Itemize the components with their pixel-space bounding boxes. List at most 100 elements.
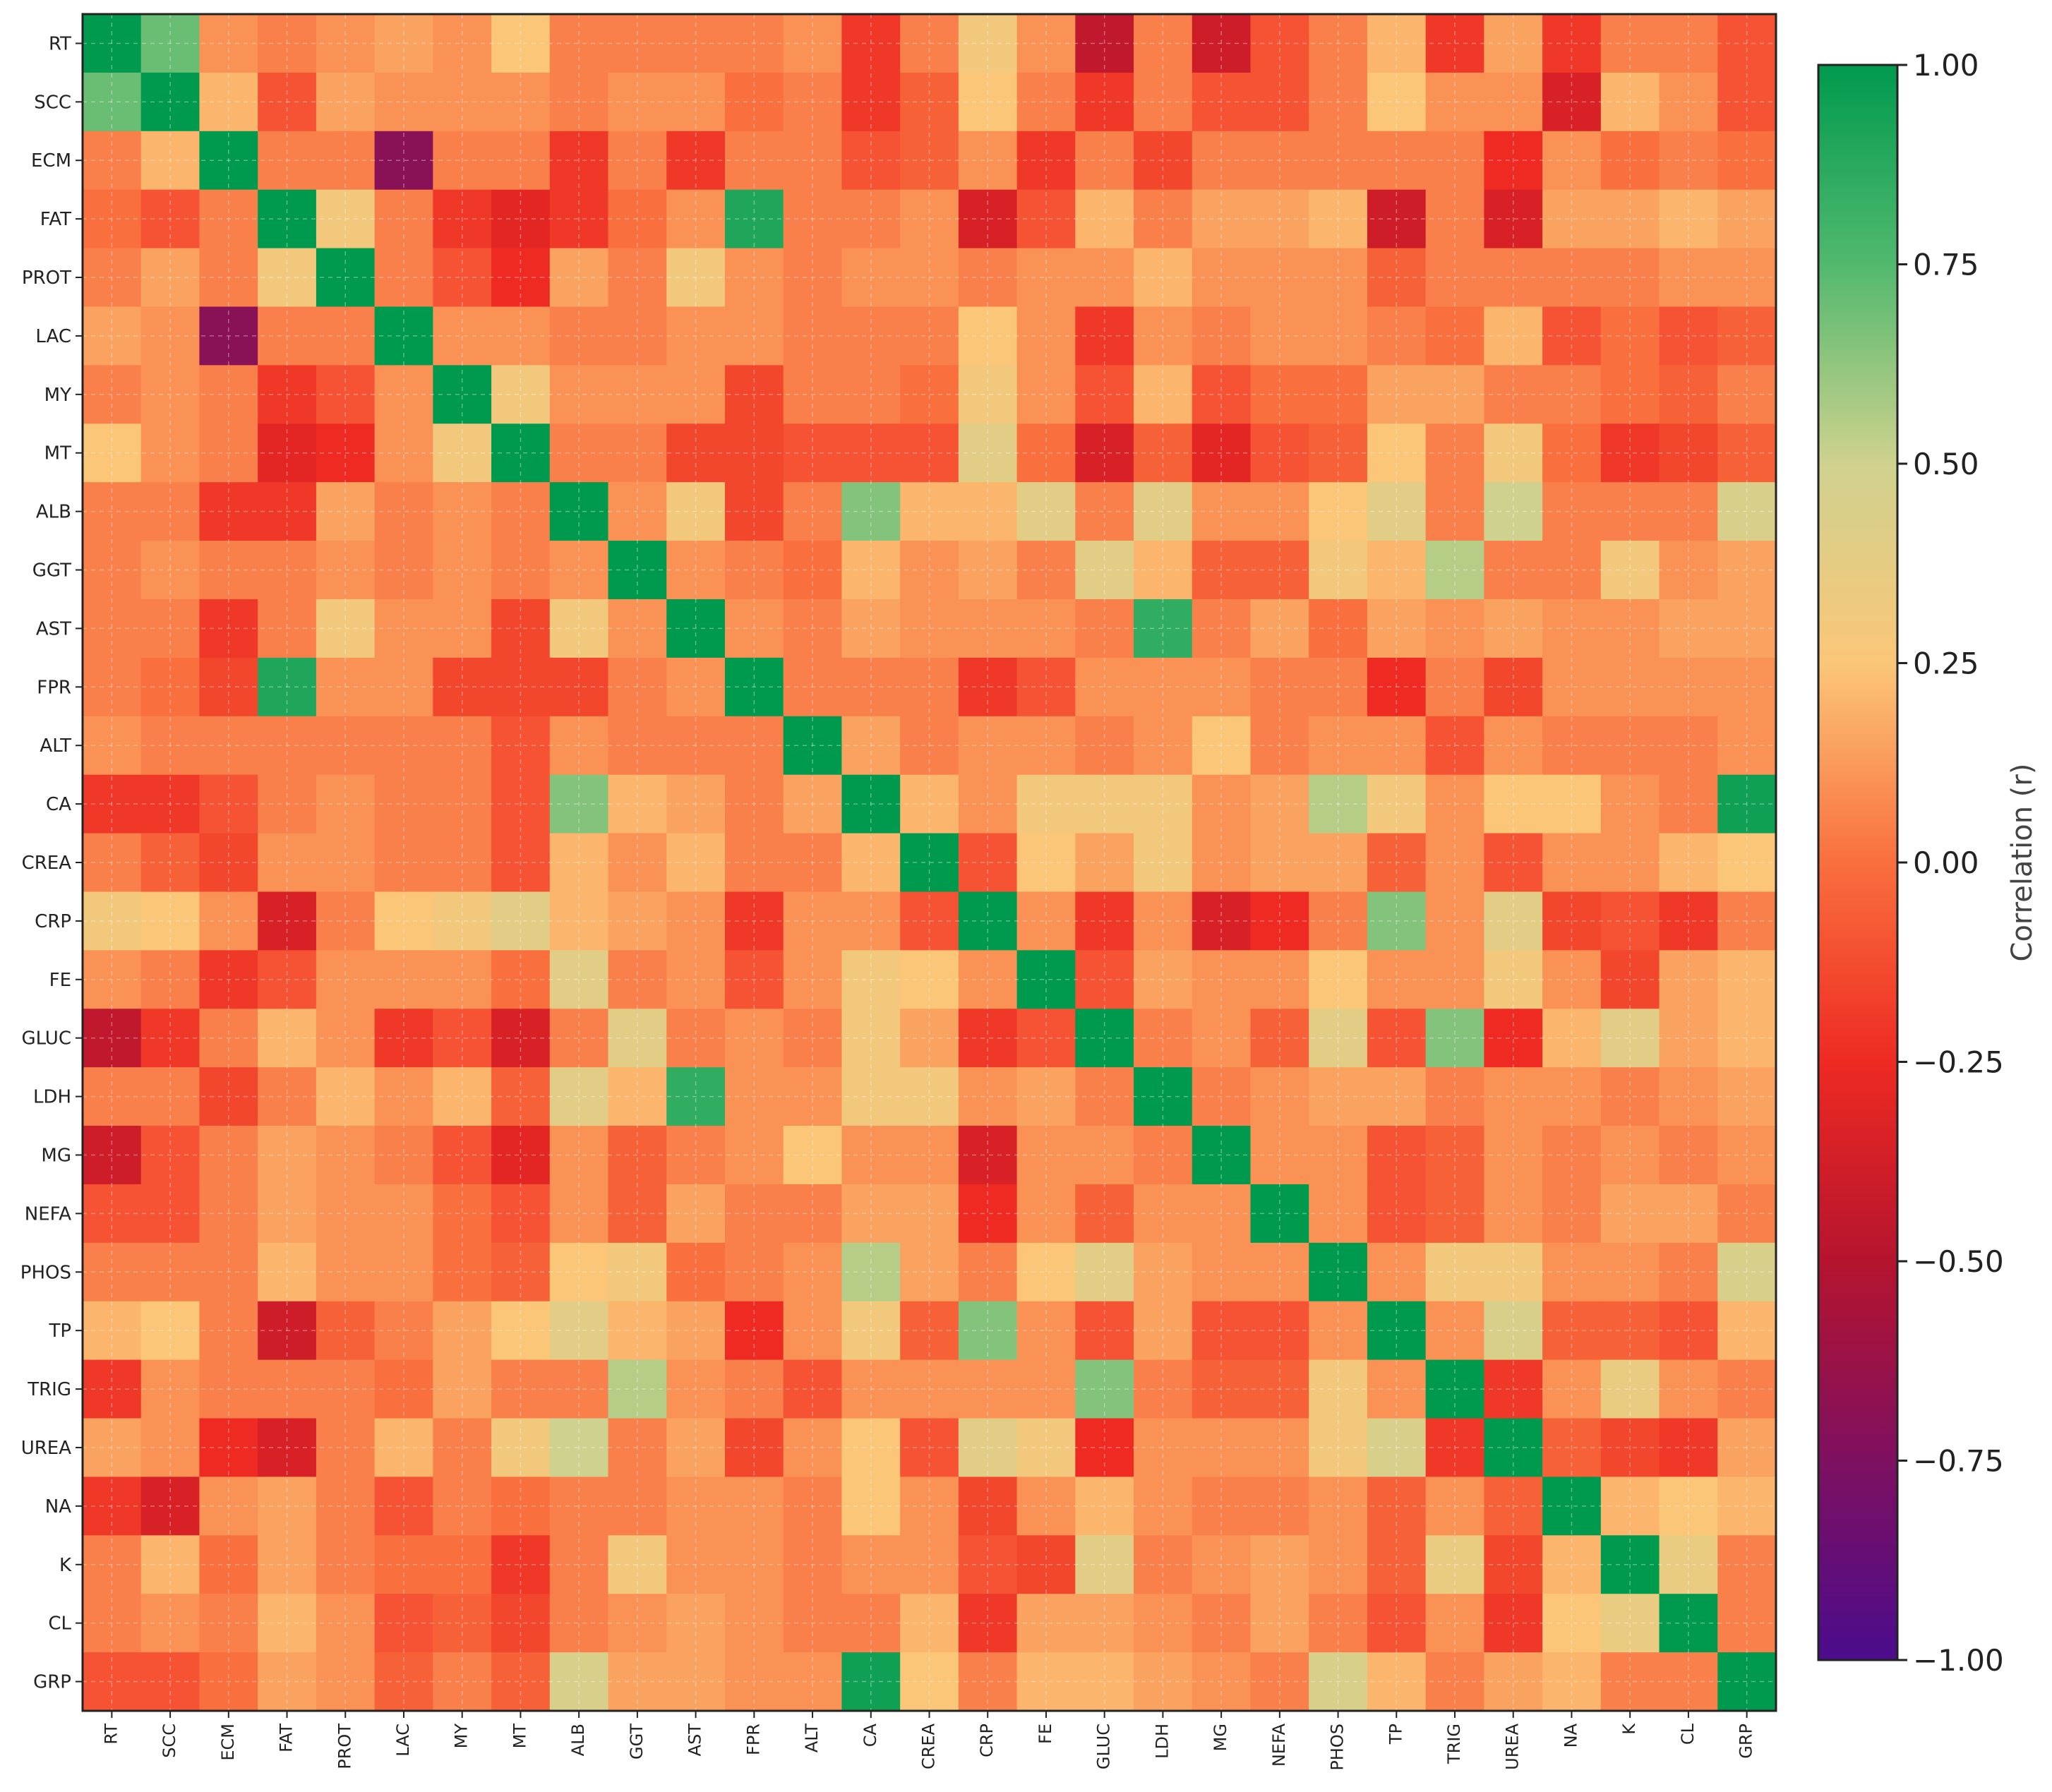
heatmap-cell-ca-ldh bbox=[1134, 774, 1193, 834]
heatmap-cell-na-fpr bbox=[724, 1477, 784, 1536]
heatmap-cell-rt-trig bbox=[1425, 14, 1484, 73]
heatmap-cell-fe-crp bbox=[958, 950, 1018, 1009]
heatmap-cell-fpr-ggt bbox=[608, 657, 667, 717]
heatmap-cell-tp-crea bbox=[900, 1301, 959, 1361]
heatmap-cell-fat-nefa bbox=[1250, 189, 1309, 249]
heatmap-cell-alt-prot bbox=[316, 716, 376, 776]
heatmap-cell-ldh-scc bbox=[140, 1067, 200, 1126]
heatmap-cell-ca-tp bbox=[1367, 774, 1427, 834]
heatmap-cell-lac-fat bbox=[258, 306, 317, 366]
heatmap-cell-na-fe bbox=[1016, 1477, 1076, 1536]
heatmap-cell-fe-ecm bbox=[199, 950, 258, 1009]
heatmap-cell-mt-nefa bbox=[1250, 423, 1309, 483]
heatmap-cell-fe-phos bbox=[1309, 950, 1368, 1009]
heatmap-cell-prot-scc bbox=[140, 248, 200, 308]
heatmap-cell-gluc-ca bbox=[841, 1009, 901, 1068]
heatmap-cell-crea-crea bbox=[900, 833, 959, 893]
heatmap-cell-trig-scc bbox=[140, 1359, 200, 1419]
heatmap-cell-ecm-prot bbox=[316, 131, 376, 191]
heatmap-cell-trig-alt bbox=[783, 1359, 843, 1419]
heatmap-cell-tp-mt bbox=[491, 1301, 551, 1361]
heatmap-cell-cl-tp bbox=[1367, 1594, 1427, 1653]
heatmap-cell-alt-ecm bbox=[199, 716, 258, 776]
heatmap-cell-ecm-fat bbox=[258, 131, 317, 191]
heatmap-cell-ast-na bbox=[1542, 599, 1602, 659]
heatmap-cell-trig-alb bbox=[549, 1359, 609, 1419]
heatmap-cell-prot-phos bbox=[1309, 248, 1368, 308]
heatmap-cell-ldh-na bbox=[1542, 1067, 1602, 1126]
heatmap-cell-urea-nefa bbox=[1250, 1418, 1309, 1478]
heatmap-cell-lac-scc bbox=[140, 306, 200, 366]
heatmap-cell-cl-fat bbox=[258, 1594, 317, 1653]
heatmap-cell-na-ecm bbox=[199, 1477, 258, 1536]
heatmap-cell-prot-my bbox=[433, 248, 492, 308]
heatmap-cell-prot-crp bbox=[958, 248, 1018, 308]
heatmap-cell-prot-grp bbox=[1717, 248, 1777, 308]
heatmap-cell-nefa-alb bbox=[549, 1184, 609, 1244]
heatmap-cell-fat-lac bbox=[374, 189, 433, 249]
heatmap-cell-ecm-lac bbox=[374, 131, 433, 191]
heatmap-cell-fat-ecm bbox=[199, 189, 258, 249]
heatmap-cell-fpr-tp bbox=[1367, 657, 1427, 717]
heatmap-cell-nefa-mt bbox=[491, 1184, 551, 1244]
heatmap-cell-gluc-crea bbox=[900, 1009, 959, 1068]
heatmap-cell-urea-tp bbox=[1367, 1418, 1427, 1478]
heatmap-cell-ggt-lac bbox=[374, 541, 433, 600]
heatmap-cell-urea-ca bbox=[841, 1418, 901, 1478]
heatmap-cell-mt-alb bbox=[549, 423, 609, 483]
heatmap-cell-ca-lac bbox=[374, 774, 433, 834]
heatmap-cell-gluc-mg bbox=[1192, 1009, 1252, 1068]
heatmap-cell-mg-gluc bbox=[1075, 1126, 1134, 1185]
heatmap-cell-ast-fpr bbox=[724, 599, 784, 659]
heatmap-cell-ast-k bbox=[1600, 599, 1660, 659]
heatmap-cell-fpr-phos bbox=[1309, 657, 1368, 717]
heatmap-cell-na-gluc bbox=[1075, 1477, 1134, 1536]
heatmap-cell-mg-crea bbox=[900, 1126, 959, 1185]
heatmap-cell-phos-scc bbox=[140, 1242, 200, 1302]
heatmap-cell-crp-tp bbox=[1367, 891, 1427, 951]
heatmap-cell-alb-ast bbox=[666, 482, 726, 541]
heatmap-cell-scc-crp bbox=[958, 72, 1018, 132]
heatmap-cell-grp-ca bbox=[841, 1652, 901, 1712]
heatmap-cell-k-ca bbox=[841, 1535, 901, 1594]
y-tick-label-phos: PHOS bbox=[20, 1262, 71, 1283]
heatmap-cell-gluc-ggt bbox=[608, 1009, 667, 1068]
heatmap-cell-phos-alb bbox=[549, 1242, 609, 1302]
heatmap-cell-alb-nefa bbox=[1250, 482, 1309, 541]
heatmap-cell-tp-ast bbox=[666, 1301, 726, 1361]
heatmap-cell-ggt-trig bbox=[1425, 541, 1484, 600]
heatmap-cell-ldh-fe bbox=[1016, 1067, 1076, 1126]
heatmap-cell-alb-cl bbox=[1659, 482, 1718, 541]
heatmap-cell-fat-urea bbox=[1484, 189, 1543, 249]
heatmap-cell-gluc-cl bbox=[1659, 1009, 1718, 1068]
heatmap-cell-gluc-fpr bbox=[724, 1009, 784, 1068]
heatmap-cell-crp-trig bbox=[1425, 891, 1484, 951]
heatmap-cell-crea-mg bbox=[1192, 833, 1252, 893]
heatmap-cell-ca-na bbox=[1542, 774, 1602, 834]
heatmap-cell-tp-rt bbox=[83, 1301, 142, 1361]
heatmap-cell-rt-rt bbox=[83, 14, 142, 73]
heatmap-cell-fe-alb bbox=[549, 950, 609, 1009]
heatmap-cell-mt-crea bbox=[900, 423, 959, 483]
x-tick-label-ecm: ECM bbox=[218, 1724, 238, 1761]
heatmap-cell-rt-lac bbox=[374, 14, 433, 73]
heatmap-cell-ca-alb bbox=[549, 774, 609, 834]
x-tick-label-ggt: GGT bbox=[627, 1724, 647, 1760]
heatmap-cell-fat-scc bbox=[140, 189, 200, 249]
heatmap-cell-gluc-alt bbox=[783, 1009, 843, 1068]
heatmap-cell-crea-ca bbox=[841, 833, 901, 893]
heatmap-cell-alt-ggt bbox=[608, 716, 667, 776]
heatmap-cell-mt-my bbox=[433, 423, 492, 483]
heatmap-cell-scc-rt bbox=[83, 72, 142, 132]
heatmap-cell-fe-mg bbox=[1192, 950, 1252, 1009]
heatmap-cell-ecm-grp bbox=[1717, 131, 1777, 191]
heatmap-cell-ggt-alt bbox=[783, 541, 843, 600]
heatmap-cell-mg-cl bbox=[1659, 1126, 1718, 1185]
heatmap-cell-urea-fpr bbox=[724, 1418, 784, 1478]
heatmap-cell-tp-crp bbox=[958, 1301, 1018, 1361]
heatmap-cell-trig-gluc bbox=[1075, 1359, 1134, 1419]
colorbar-tick-label: 0.75 bbox=[1913, 248, 1979, 282]
heatmap-cell-rt-my bbox=[433, 14, 492, 73]
heatmap-cell-grp-ggt bbox=[608, 1652, 667, 1712]
heatmap-cell-cl-mg bbox=[1192, 1594, 1252, 1653]
